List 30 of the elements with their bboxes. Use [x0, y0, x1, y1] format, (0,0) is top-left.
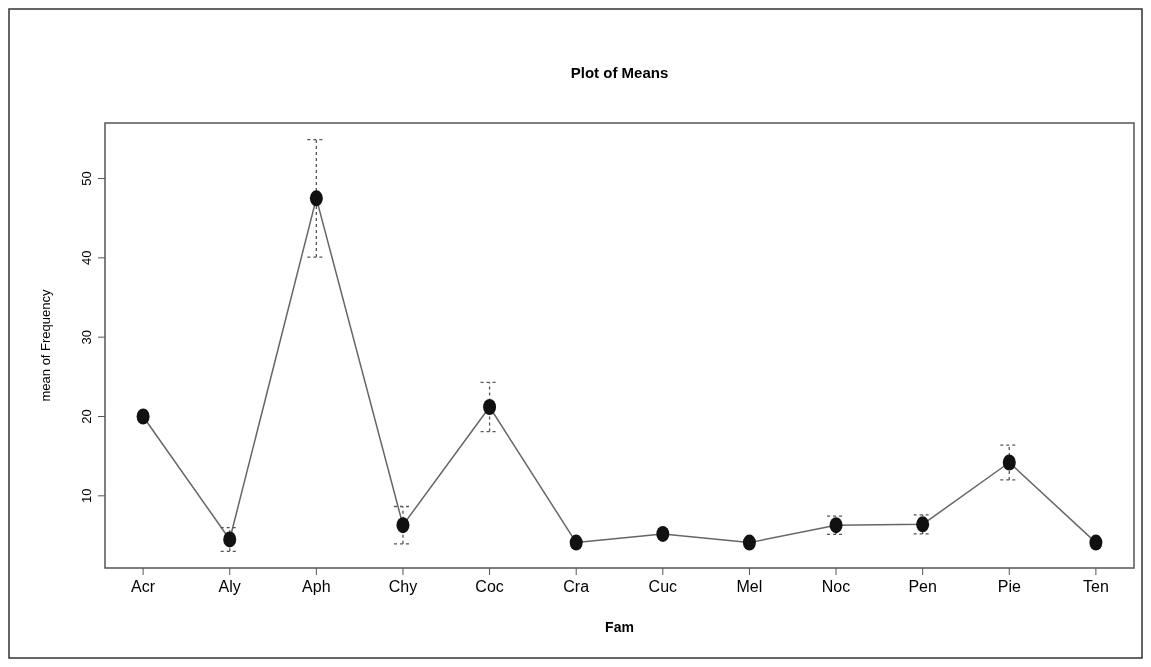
- y-tick-label: 50: [79, 171, 94, 186]
- x-tick-label: Aly: [218, 578, 241, 595]
- x-tick-label: Aph: [302, 578, 331, 595]
- point: [309, 190, 323, 207]
- y-tick-label: 40: [79, 250, 94, 266]
- x-tick-label: Cuc: [648, 578, 678, 595]
- point: [136, 408, 150, 425]
- point: [569, 534, 583, 551]
- x-tick-label: Cra: [563, 578, 590, 595]
- x-tick-label: Coc: [475, 578, 504, 595]
- x-tick-label: Acr: [131, 578, 156, 595]
- chart-title: Plot of Means: [570, 64, 669, 81]
- x-tick-label: Noc: [821, 578, 851, 595]
- x-axis-title: Fam: [605, 619, 634, 635]
- x-tick-label: Mel: [736, 578, 763, 595]
- point: [742, 534, 756, 551]
- point: [396, 517, 410, 534]
- point: [223, 531, 237, 548]
- x-tick-label: Ten: [1082, 578, 1109, 595]
- x-tick-label: Pie: [997, 578, 1021, 595]
- y-axis-title: mean of Frequency: [38, 289, 53, 402]
- x-tick-label: Pen: [908, 578, 937, 595]
- point: [1002, 454, 1016, 471]
- y-tick-label: 30: [79, 329, 94, 345]
- x-tick-label: Chy: [388, 578, 418, 595]
- y-tick-label: 20: [79, 409, 94, 424]
- y-tick-label: 10: [79, 488, 94, 504]
- point: [656, 525, 670, 542]
- point: [1089, 534, 1103, 551]
- point: [483, 398, 497, 415]
